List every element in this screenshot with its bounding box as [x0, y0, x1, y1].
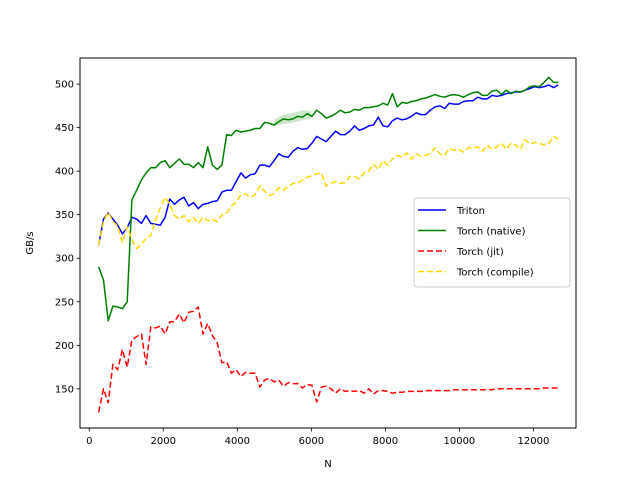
- series-layer: [97, 76, 559, 413]
- y-tick-label: 250: [55, 297, 74, 308]
- legend-label-3: Torch (compile): [456, 268, 534, 279]
- series-line-1: [97, 76, 559, 322]
- series-line-0: [97, 84, 559, 246]
- x-tick-label: 2000: [151, 436, 176, 447]
- y-tick-label: 200: [55, 341, 74, 352]
- legend-box: [413, 197, 571, 288]
- y-tick-label: 150: [55, 384, 74, 395]
- x-tick-label: 4000: [225, 436, 250, 447]
- x-axis-label: N: [324, 459, 331, 470]
- legend-label-0: Triton: [456, 206, 485, 217]
- x-tick-label: 6000: [299, 436, 324, 447]
- x-tick-label: 0: [86, 436, 92, 447]
- series-line-2: [97, 306, 559, 413]
- x-tick-label: 8000: [373, 436, 398, 447]
- y-axis-label: GB/s: [25, 231, 36, 254]
- series-line-3: [97, 135, 559, 250]
- y-tick-label: 500: [55, 80, 74, 91]
- y-tick-label: 300: [55, 254, 74, 265]
- x-tick-label: 12000: [518, 436, 550, 447]
- legend-label-1: Torch (native): [456, 227, 526, 238]
- y-axis-ticks: 150 200 250 300 350 400 450 500: [55, 80, 80, 395]
- x-axis-ticks: 0 2000 4000 6000 8000 10000 12000: [86, 428, 549, 447]
- legend-label-2: Torch (jit): [456, 247, 504, 258]
- y-tick-label: 350: [55, 210, 74, 221]
- y-tick-label: 400: [55, 167, 74, 178]
- x-tick-label: 10000: [443, 436, 475, 447]
- y-tick-label: 450: [55, 123, 74, 134]
- legend: Triton Torch (native) Torch (jit) Torch (co…: [413, 197, 571, 288]
- plot-frame: [79, 57, 577, 429]
